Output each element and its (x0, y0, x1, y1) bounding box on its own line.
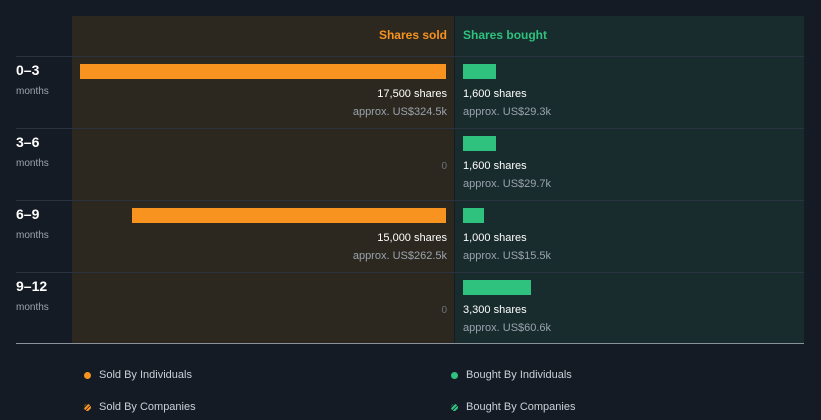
sold-bar (80, 64, 446, 79)
bought-value-label: approx. US$60.6k (463, 322, 552, 334)
bought-value-label: approx. US$15.5k (463, 250, 552, 262)
period-unit: months (16, 302, 49, 313)
sold-value-label: approx. US$262.5k (352, 250, 447, 262)
row-divider (16, 200, 804, 201)
legend-bought-individuals[interactable]: Bought By Individuals (451, 369, 572, 381)
row-divider (16, 56, 804, 57)
bought-bar (463, 208, 484, 223)
row-divider (16, 128, 804, 129)
legend-bought-companies[interactable]: Bought By Companies (451, 401, 575, 413)
period-unit: months (16, 86, 49, 97)
legend-label: Sold By Individuals (99, 369, 192, 381)
bought-value-label: approx. US$29.7k (463, 178, 552, 190)
row-divider (16, 272, 804, 273)
sold-shares-label: 17,500 shares (377, 88, 447, 100)
sold-shares-label: 15,000 shares (377, 232, 447, 244)
sold-bar (132, 208, 446, 223)
period-label: 6–9 (16, 206, 40, 222)
bought-bar (463, 136, 496, 151)
shares-sold-header: Shares sold (378, 28, 447, 42)
bought-shares-label: 3,300 shares (463, 304, 527, 316)
hatch-dot-icon (451, 403, 458, 411)
period-unit: months (16, 158, 49, 169)
legend-sold-companies[interactable]: Sold By Companies (84, 401, 196, 413)
chart-baseline (16, 343, 804, 344)
period-label: 0–3 (16, 62, 40, 78)
shares-bought-header: Shares bought (463, 28, 548, 42)
legend-label: Sold By Companies (99, 401, 196, 413)
dot-icon (84, 371, 91, 379)
sold-zero-label: 0 (441, 161, 447, 172)
bought-bar (463, 280, 531, 295)
bought-shares-label: 1,600 shares (463, 88, 527, 100)
bought-shares-label: 1,600 shares (463, 160, 527, 172)
hatch-dot-icon (84, 403, 91, 411)
legend-sold-individuals[interactable]: Sold By Individuals (84, 369, 192, 381)
bought-shares-label: 1,000 shares (463, 232, 527, 244)
legend-label: Bought By Companies (466, 401, 576, 413)
period-label: 3–6 (16, 134, 40, 150)
bought-bar (463, 64, 496, 79)
period-unit: months (16, 230, 49, 241)
sold-zero-label: 0 (441, 305, 447, 316)
sold-value-label: approx. US$324.5k (352, 106, 447, 118)
dot-icon (451, 371, 458, 379)
period-label: 9–12 (16, 278, 48, 294)
legend-label: Bought By Individuals (466, 369, 572, 381)
bought-value-label: approx. US$29.3k (463, 106, 552, 118)
